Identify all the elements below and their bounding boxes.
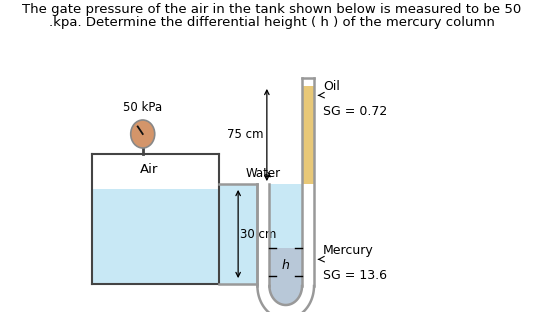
Text: Water: Water [245,167,281,180]
Bar [269,248,302,286]
Polygon shape [269,286,302,305]
Text: SG = 13.6: SG = 13.6 [323,269,387,282]
Text: SG = 0.72: SG = 0.72 [324,105,388,118]
Text: 75 cm: 75 cm [227,129,263,142]
Bar [92,154,219,189]
Text: 50 kPa: 50 kPa [123,101,162,114]
Text: Mercury: Mercury [323,244,373,257]
Text: Oil: Oil [324,80,341,93]
Bar [269,184,302,248]
Text: Air: Air [140,163,158,176]
Bar [219,184,257,284]
Text: h: h [282,259,289,272]
Bar [302,86,314,184]
Text: The gate pressure of the air in the tank shown below is measured to be 50: The gate pressure of the air in the tank… [22,3,522,16]
Bar [92,189,219,284]
Text: 30 cm: 30 cm [240,227,276,241]
Circle shape [131,120,154,148]
Text: .kpa. Determine the differential height ( h ) of the mercury column: .kpa. Determine the differential height … [49,16,495,29]
